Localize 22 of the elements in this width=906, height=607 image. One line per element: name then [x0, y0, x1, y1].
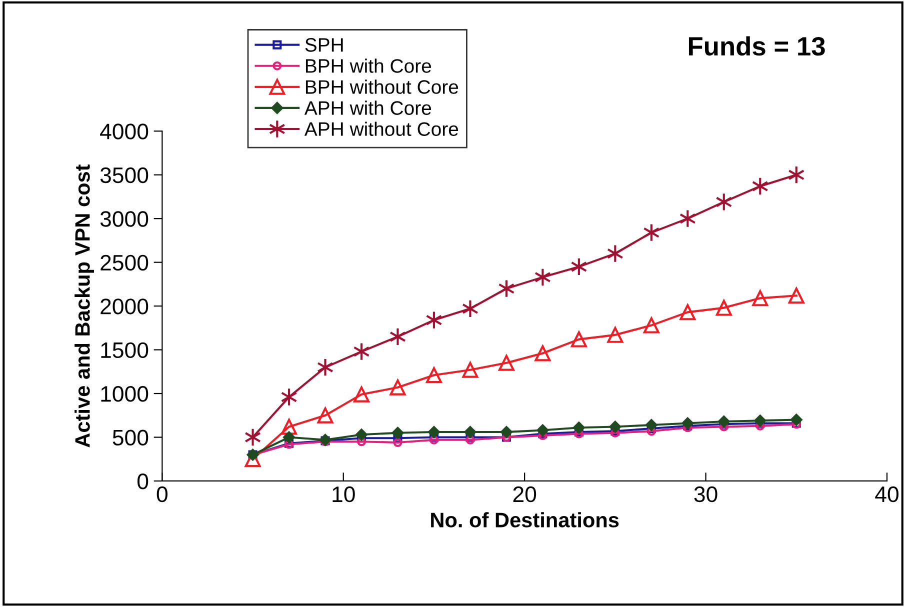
y-tick-label: 500 — [112, 430, 148, 446]
x-tick-label: 10 — [332, 486, 355, 502]
x-tick-label: 40 — [875, 486, 898, 502]
x-tick-label: 0 — [156, 486, 168, 502]
y-tick-label: 3000 — [100, 211, 148, 227]
y-tick-label: 3500 — [100, 167, 148, 184]
x-tick-label: 30 — [694, 486, 718, 502]
y-tick-label: 2000 — [100, 298, 148, 314]
y-axis-title: Active and Backup VPN cost — [74, 164, 94, 448]
x-axis-title: No. of Destinations — [431, 512, 619, 528]
legend-label: APH with Core — [304, 100, 432, 115]
y-tick-label: 2500 — [100, 254, 148, 271]
text: Funds = 13 — [688, 36, 825, 56]
x-tick-label: 20 — [513, 486, 536, 502]
y-tick-label: 4000 — [100, 124, 148, 140]
legend-label: BPH without Core — [306, 80, 458, 94]
y-tick-label: 0 — [137, 474, 148, 490]
legend-label: SPH — [305, 38, 343, 52]
legend-label: APH without Core — [304, 122, 458, 136]
legend-label: BPH with Core — [306, 58, 432, 73]
y-tick-label: 1000 — [101, 386, 148, 402]
y-tick-label: 1500 — [101, 342, 148, 358]
